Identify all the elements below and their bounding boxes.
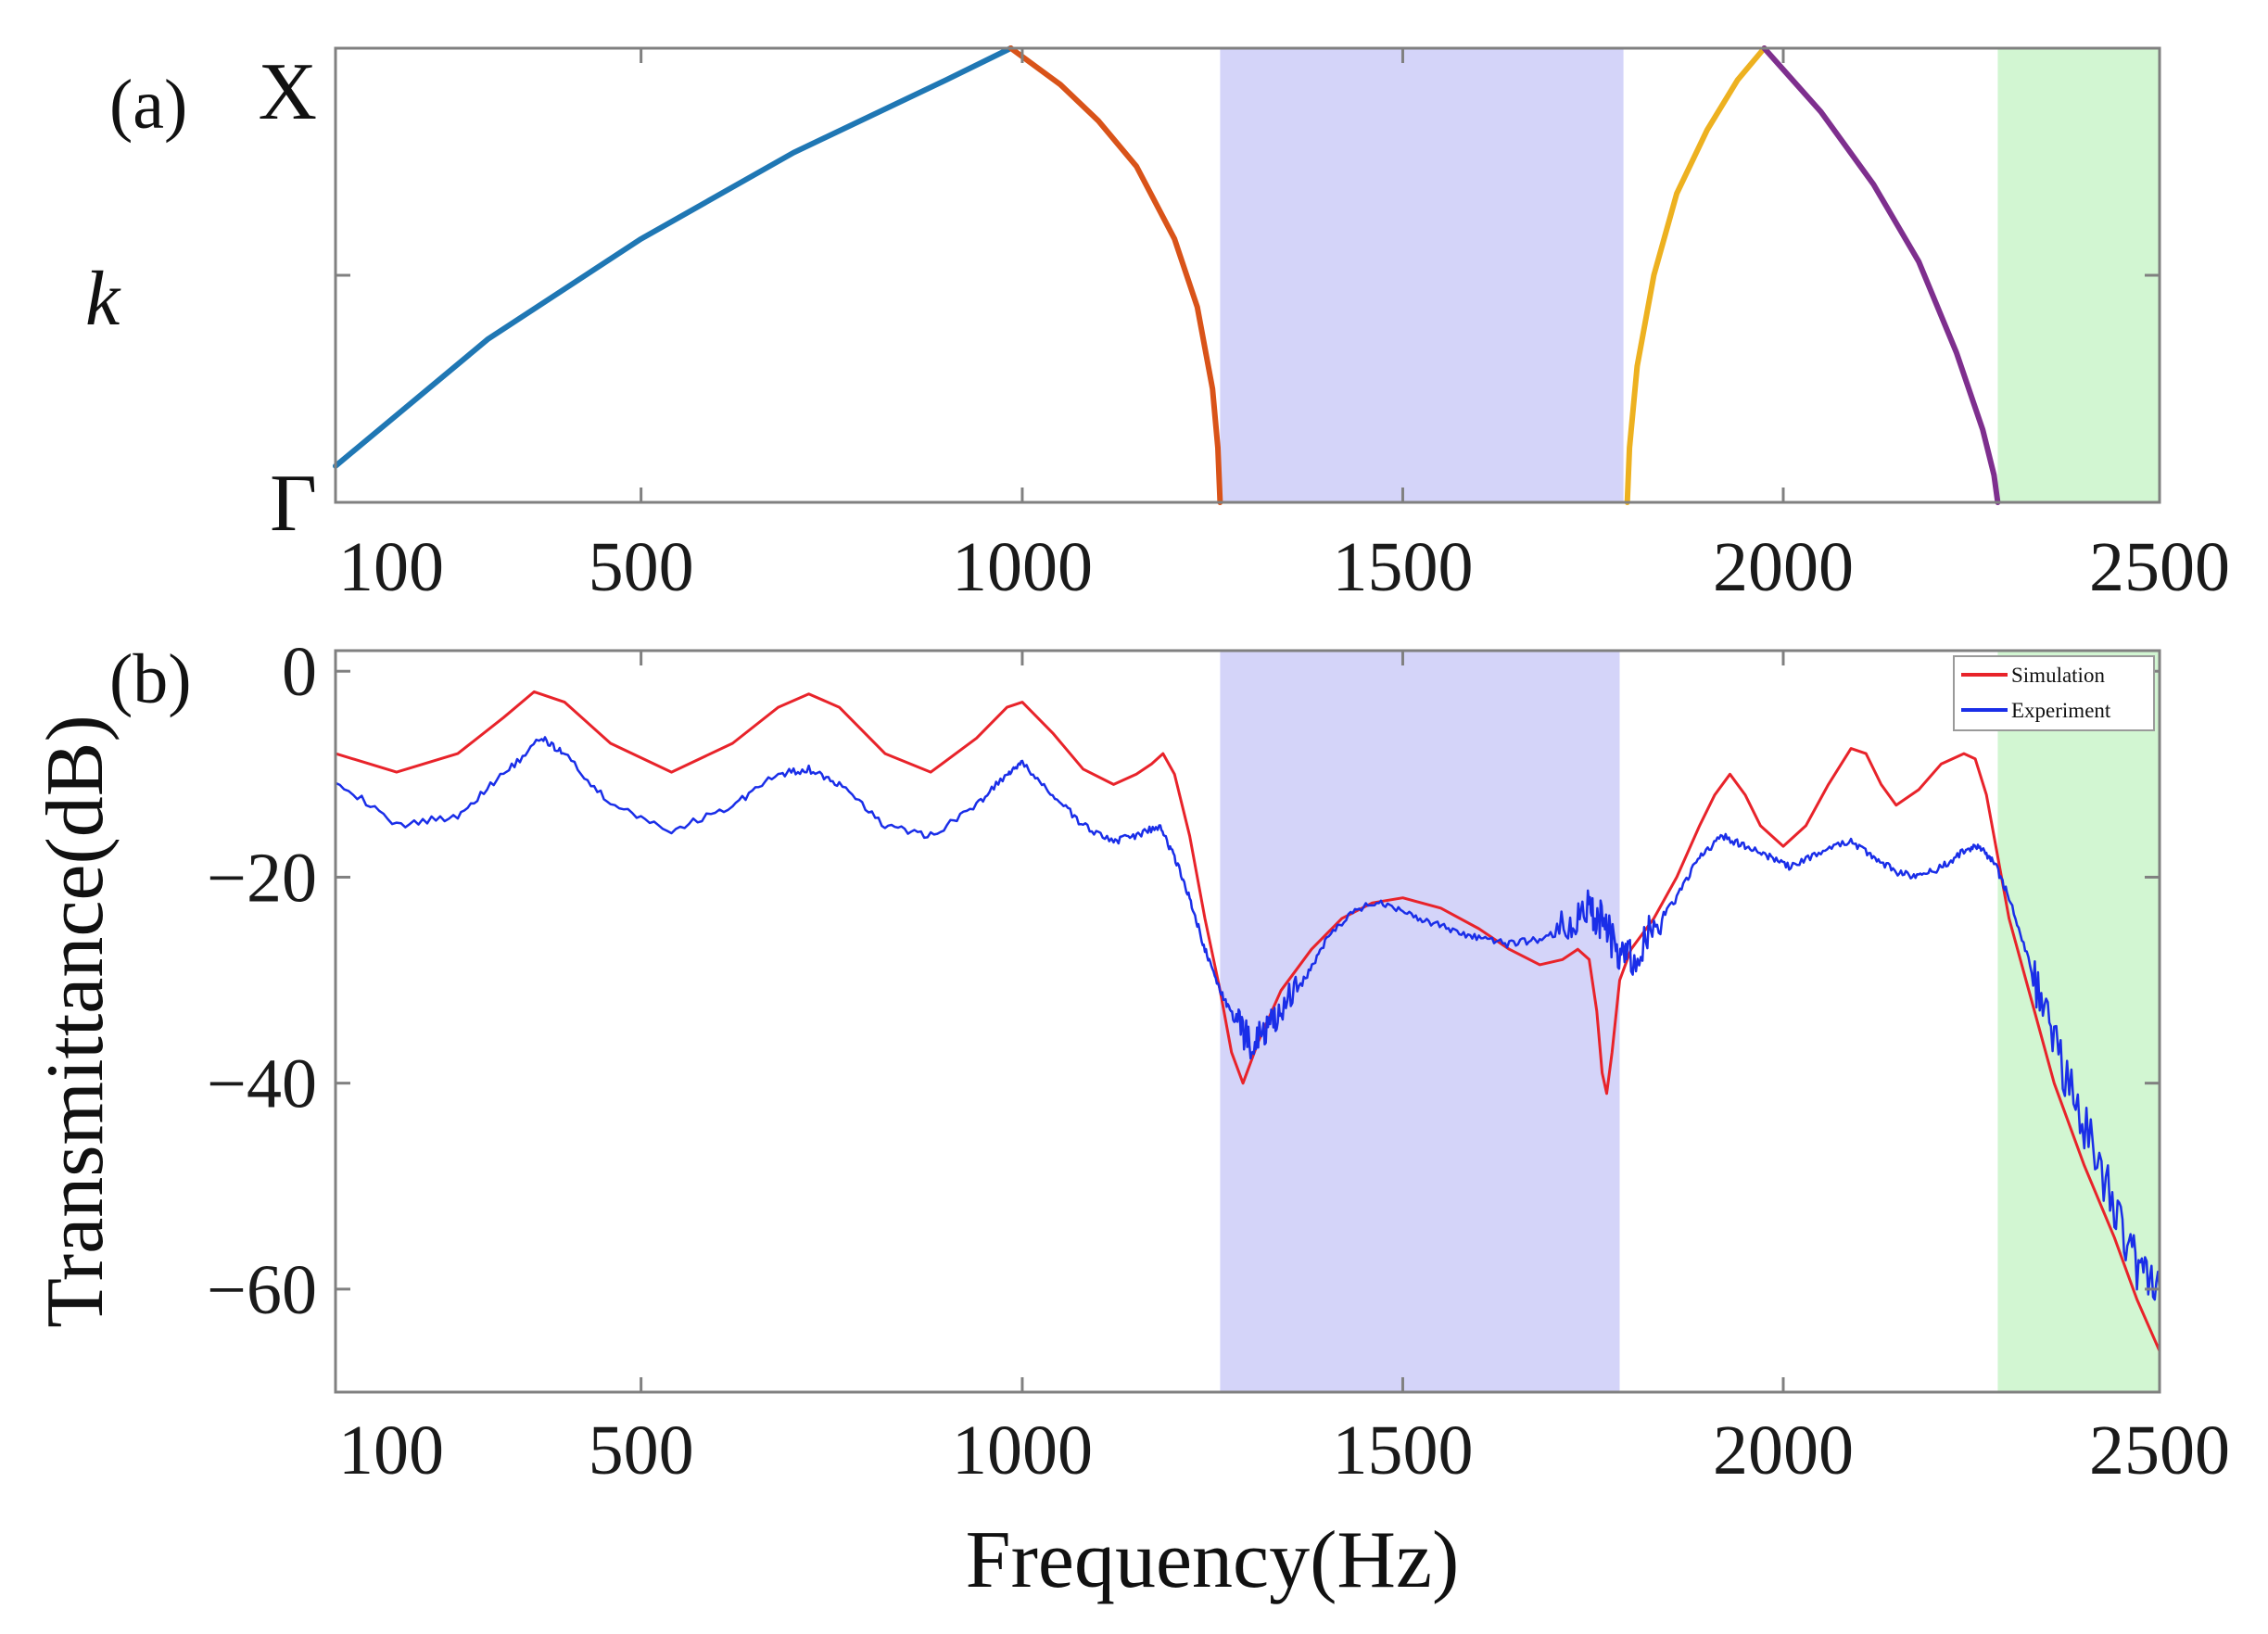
- panel-a-label: (a): [109, 66, 187, 144]
- panel-b-x-tick-label-1000: 1000: [952, 1412, 1093, 1489]
- panel-b-x-tick-label-2000: 2000: [1713, 1412, 1854, 1489]
- panel-a-series-band4: [1761, 45, 2001, 505]
- panel-a-x-ticks: 100 500 1000 1500 2000 2500: [334, 48, 2230, 606]
- panel-b-x-tick-label-100: 100: [338, 1412, 444, 1489]
- panel-b-shaded-regions: [1220, 651, 2160, 1392]
- panel-b-transmittance-curves: [334, 690, 2161, 1353]
- panel-a-x-tick-label-2000: 2000: [1713, 528, 1854, 606]
- panel-b-transmittance-chart: (b) 100 500 1000 1500 2000 2500 0 −20 −40 −60 Si…: [31, 633, 2230, 1605]
- panel-b-y-axis-title: Transmittance(dB): [31, 715, 120, 1328]
- panel-a-series-band3: [1624, 45, 1768, 505]
- panel-b-x-ticks: 100 500 1000 1500 2000 2500: [334, 651, 2230, 1489]
- panel-a-shaded-regions: [1220, 48, 2160, 502]
- panel-a-x-tick-label-2500: 2500: [2089, 528, 2230, 606]
- panel-b-y-tick-label-3: −60: [207, 1251, 317, 1329]
- panel-b-series-experiment: [334, 736, 2161, 1301]
- panel-a-y-tick-label-0: Γ: [270, 459, 317, 549]
- panel-a-x-tick-label-100: 100: [338, 528, 444, 606]
- panel-b-y-tick-label-2: −40: [207, 1045, 317, 1123]
- panel-b-series-simulation: [334, 690, 2161, 1353]
- panel-a-x-tick-label-1000: 1000: [952, 528, 1093, 606]
- panel-b-shaded-region-0: [1220, 651, 1620, 1392]
- panel-b-y-tick-label-0: 0: [282, 633, 317, 711]
- panel-b-shaded-region-1: [1997, 651, 2160, 1392]
- panel-b-y-tick-label-1: −20: [207, 839, 317, 917]
- panel-a-y-axis-title: k: [85, 256, 121, 342]
- panel-a-y-ticks: ΓX: [258, 46, 2160, 549]
- panel-b-x-tick-label-500: 500: [589, 1412, 694, 1489]
- legend-box: [1953, 655, 2155, 731]
- panel-b-x-tick-label-1500: 1500: [1332, 1412, 1473, 1489]
- legend-experiment-label: Experiment: [2011, 699, 2111, 722]
- legend-simulation-label: Simulation: [2011, 664, 2105, 687]
- panel-a-shaded-region-1: [1997, 48, 2160, 502]
- panel-a-series-band1: [333, 45, 1014, 469]
- panel-b-x-tick-label-2500: 2500: [2089, 1412, 2230, 1489]
- panel-a-y-tick-label-2: X: [258, 47, 317, 137]
- panel-a-series-band2: [1007, 45, 1223, 505]
- panel-a-x-tick-label-1500: 1500: [1332, 528, 1473, 606]
- panel-a-x-tick-label-500: 500: [589, 528, 694, 606]
- panel-b-label: (b): [109, 640, 192, 718]
- panel-b-plot-frame: [334, 649, 2161, 1394]
- panel-b-x-axis-title: Frequency(Hz): [966, 1515, 1460, 1605]
- legend: Simulation Experiment: [1953, 655, 2155, 731]
- panel-a-shaded-region-0: [1220, 48, 1624, 502]
- panel-a-band-curves: [333, 45, 2001, 505]
- panel-b-y-ticks: 0 −20 −40 −60: [207, 633, 2160, 1329]
- panel-a-dispersion-chart: (a) 100 500 1000 1500 2000 2500 ΓX k: [85, 45, 2230, 606]
